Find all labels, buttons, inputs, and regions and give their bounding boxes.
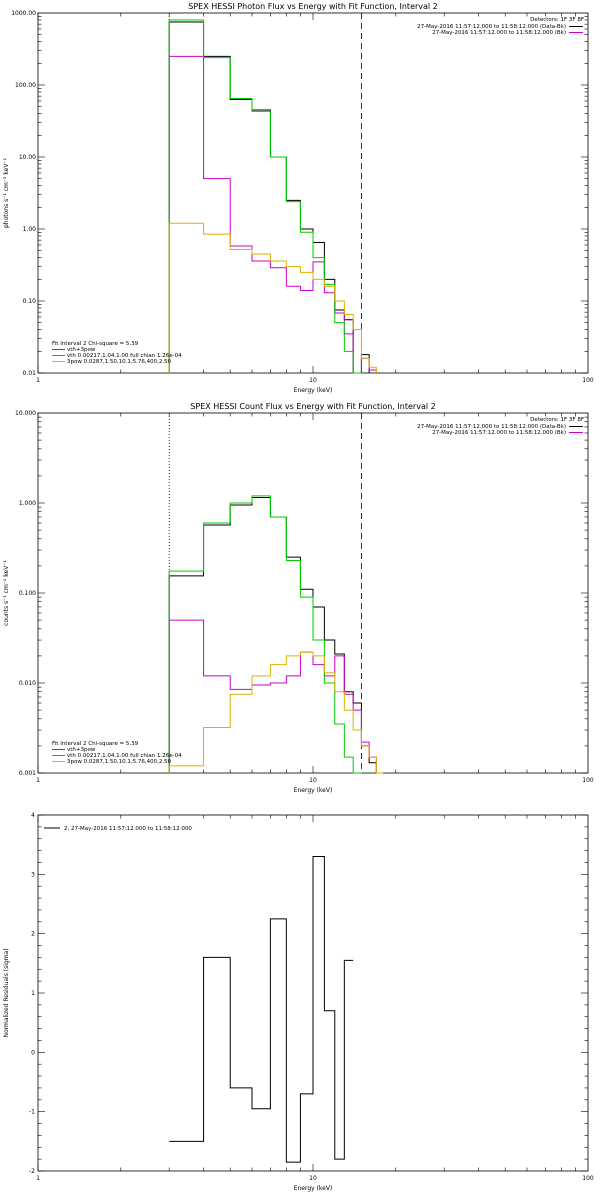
fit-info-line: Fit Interval 2 Chi-square = 5.39: [52, 341, 139, 347]
x-tick-label: 100: [582, 777, 594, 784]
y-tick-label: -1: [29, 1109, 35, 1116]
series-data-bk: [168, 21, 370, 373]
y-tick-label: 0.001: [19, 770, 36, 777]
y-tick-label: -2: [29, 1168, 35, 1175]
x-axis-label: Energy (keV): [294, 1185, 333, 1192]
fit-info-line: vth 0.00217,1.04,1.00 full chian 1.26e-0…: [67, 753, 182, 759]
y-axis-label: counts s⁻¹ cm⁻² keV⁻¹: [3, 560, 10, 626]
y-tick-label: 0.10: [23, 298, 37, 305]
y-tick-label: 0.010: [19, 680, 36, 687]
y-tick-label: 0.01: [23, 370, 37, 377]
x-tick-label: 1: [36, 777, 40, 784]
series-bk: [168, 55, 377, 373]
legend-entry: 27-May-2016 11:57:12.000 to 11:58:12.000…: [417, 24, 566, 30]
x-tick-label: 10: [309, 377, 317, 384]
y-tick-label: 100.00: [15, 82, 36, 89]
legend-entry: 27-May-2016 11:57:12.000 to 11:58:12.000…: [432, 30, 566, 36]
x-axis-label: Energy (keV): [294, 387, 333, 394]
x-tick-label: 10: [309, 777, 317, 784]
fit-info-line: vth+3pow: [67, 347, 96, 353]
series-3pow: [168, 651, 384, 774]
detectors-label: Detectors: 1F 3F 8F: [530, 17, 584, 23]
x-tick-label: 1: [36, 1175, 40, 1182]
legend-entry: 27-May-2016 11:57:12.000 to 11:58:12.000…: [417, 424, 566, 430]
y-tick-label: 1: [31, 990, 35, 997]
series-line: [168, 495, 362, 774]
x-tick-label: 1: [36, 377, 40, 384]
fit-info-line: Fit Interval 2 Chi-square = 5.39: [52, 741, 139, 747]
series-line: [168, 21, 370, 373]
series-bk: [168, 619, 377, 773]
series-line: [168, 497, 377, 773]
y-tick-label: 1.00: [23, 226, 37, 233]
y-axis-label: photons s⁻¹ cm⁻² keV⁻¹: [3, 157, 10, 228]
x-axis-label: Energy (keV): [294, 787, 333, 794]
y-tick-label: 2: [31, 931, 35, 938]
y-tick-label: 1000.00: [11, 10, 36, 17]
legend-entry: 2, 27-May-2016 11:57:12.000 to 11:58:12.…: [64, 826, 192, 832]
fit-info-line: vth 0.00217,1.04,1.00 full chian 1.26e-0…: [67, 353, 182, 359]
series-line: [168, 55, 377, 373]
y-tick-label: 4: [31, 812, 35, 819]
y-tick-label: 10.00: [19, 154, 36, 161]
series-1: [169, 856, 354, 1163]
chart-title: SPEX HESSI Count Flux vs Energy with Fit…: [190, 402, 435, 411]
chart-title: SPEX HESSI Photon Flux vs Energy with Fi…: [188, 2, 438, 11]
y-tick-label: 0.100: [19, 590, 36, 597]
fit-info-line: vth+3pow: [67, 747, 96, 753]
fit-info-line: 3pow 0.0287,1.50,10.1,5.76,400,2.50: [67, 759, 172, 765]
plot-frame: [37, 12, 589, 374]
series-line: [168, 651, 384, 774]
y-tick-label: 1.000: [19, 500, 36, 507]
series-vth: [168, 495, 362, 774]
series-line: [168, 19, 362, 374]
detectors-label: Detectors: 1F 3F 8F: [530, 417, 584, 423]
x-tick-label: 100: [582, 1175, 594, 1182]
chart-panel-1: SPEX HESSI Photon Flux vs Energy with Fi…: [3, 2, 594, 394]
series-data-bk: [168, 497, 377, 773]
y-tick-label: 3: [31, 871, 35, 878]
series-line: [169, 856, 354, 1163]
x-tick-label: 100: [582, 377, 594, 384]
y-axis-label: Normalized Residuals (sigma): [3, 948, 10, 1037]
x-tick-label: 10: [309, 1175, 317, 1182]
legend-entry: 27-May-2016 11:57:12.000 to 11:58:12.000…: [432, 430, 566, 436]
chart-panel-2: SPEX HESSI Count Flux vs Energy with Fit…: [3, 402, 594, 794]
series-line: [168, 222, 377, 373]
series-vth: [168, 19, 362, 374]
fit-info-line: 3pow 0.0287,1.50,10.1,5.76,400,2.50: [67, 359, 172, 365]
series-3pow: [168, 222, 377, 373]
series-line: [168, 619, 377, 773]
chart-panel-3: 1 10 100 -2 -1 0 1 2 3 4 Energy (keV) Normalized Re…: [3, 812, 594, 1192]
y-tick-label: 10.000: [15, 410, 36, 417]
y-tick-label: 0: [31, 1049, 35, 1056]
